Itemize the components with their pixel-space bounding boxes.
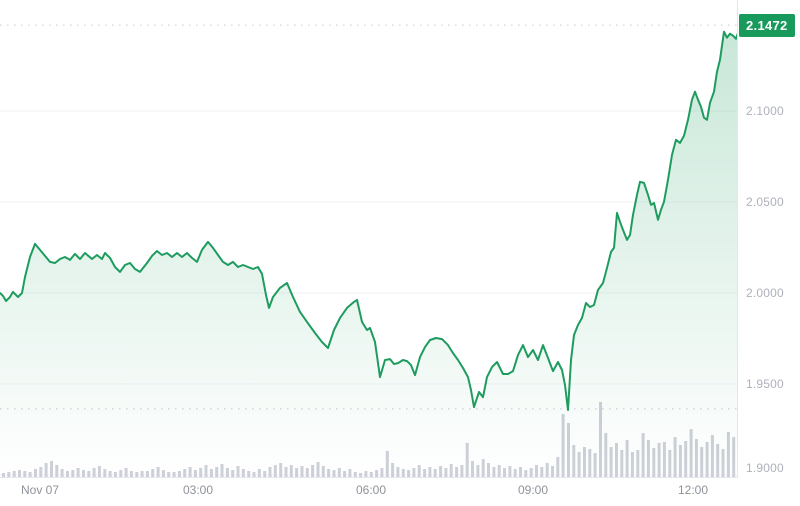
time-axis-label: 12:00: [677, 483, 709, 497]
time-axis-label: 09:00: [517, 483, 549, 497]
price-axis-label: 1.9500: [746, 376, 784, 391]
chart-pane[interactable]: [0, 0, 738, 478]
price-area-fill: [0, 31, 737, 477]
price-scale[interactable]: 2.1472 2.1000 2.0500 2.0000 1.9500 1.9000: [738, 0, 800, 477]
current-price-badge: 2.1472: [739, 13, 795, 37]
time-axis-label: 06:00: [355, 483, 387, 497]
time-scale[interactable]: Nov 07 03:00 06:00 09:00 12:00: [0, 478, 737, 506]
time-axis-label: 03:00: [182, 483, 214, 497]
price-axis-label: 2.1000: [746, 103, 784, 118]
price-axis-label: 1.9000: [746, 461, 784, 475]
price-line: [0, 30, 737, 411]
price-axis-label: 2.0000: [746, 285, 784, 300]
price-axis-label: 2.0500: [746, 194, 784, 209]
price-chart[interactable]: [0, 0, 737, 477]
time-axis-label: Nov 07: [20, 483, 60, 497]
